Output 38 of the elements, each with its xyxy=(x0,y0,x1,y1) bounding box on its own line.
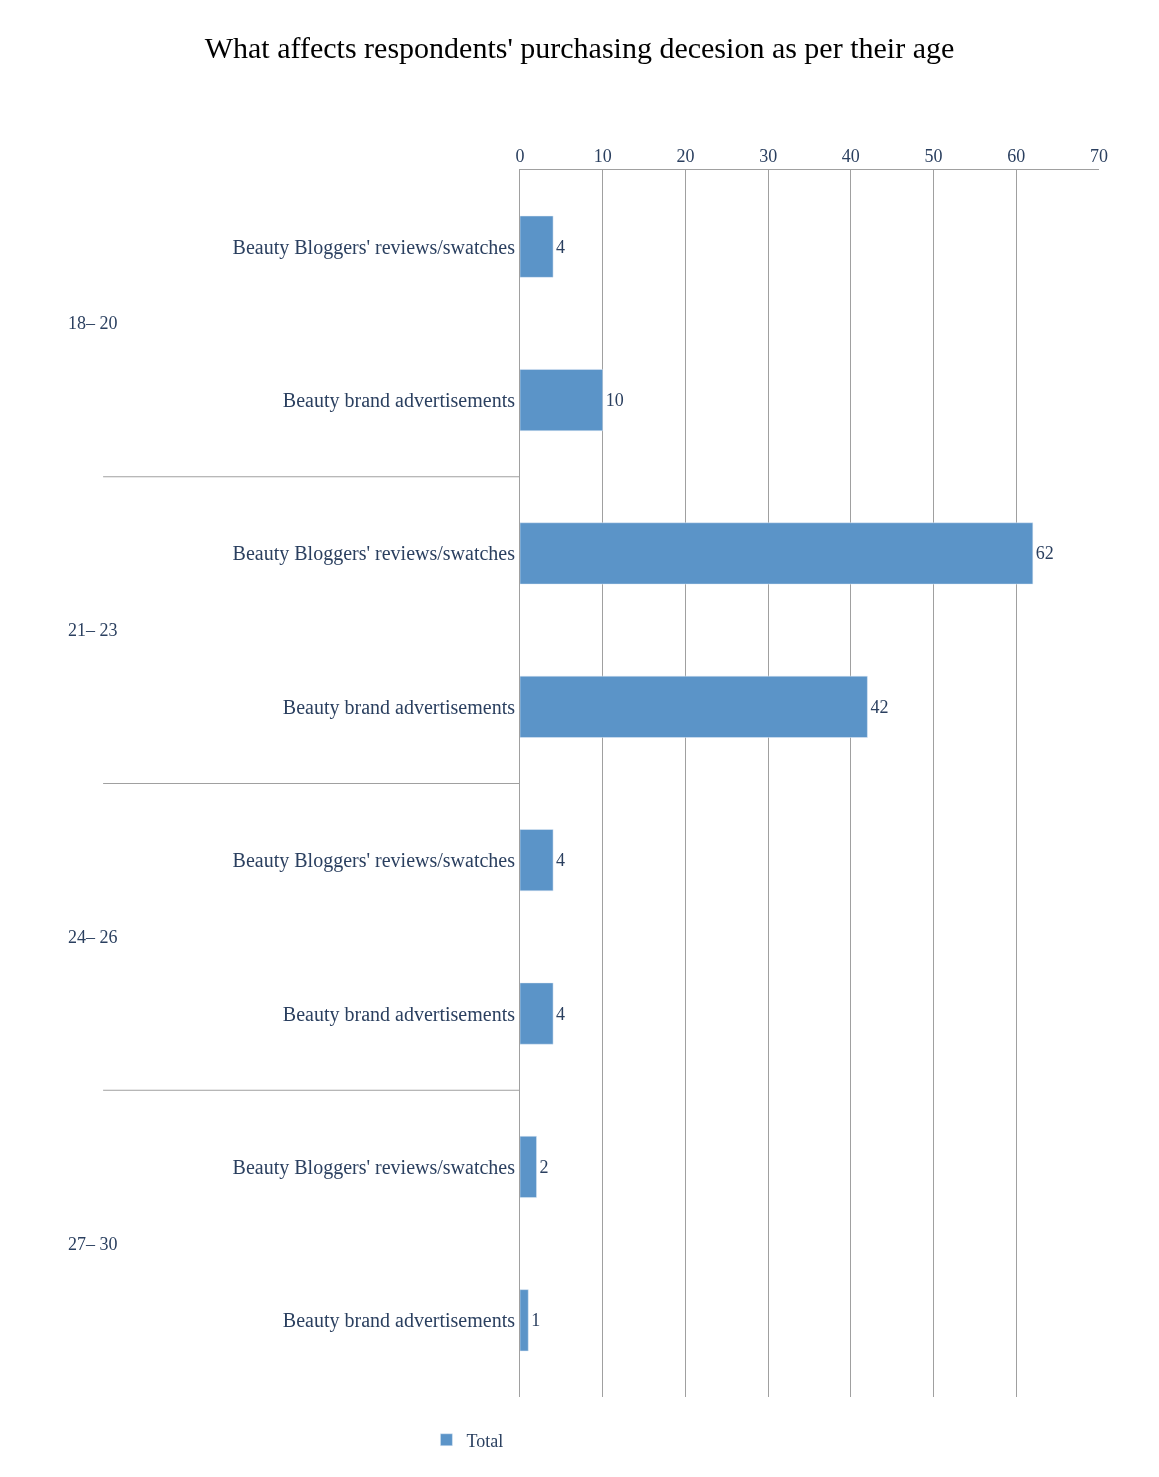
data-label: 4 xyxy=(556,1003,566,1024)
y-tick-label: Beauty brand advertisements xyxy=(282,695,516,719)
legend-label: Total xyxy=(466,1430,504,1451)
data-label: 4 xyxy=(556,236,566,257)
y-tick-label: Beauty Bloggers' reviews/swatches xyxy=(232,235,516,259)
data-label: 4 xyxy=(556,850,566,871)
x-tick-label: 30 xyxy=(759,145,778,166)
data-label: 42 xyxy=(870,696,889,717)
bar xyxy=(520,1136,537,1198)
chart-title: What affects respondents' purchasing decesion as per their age xyxy=(204,30,955,64)
y-tick-label: Beauty Bloggers' reviews/swatches xyxy=(232,849,516,873)
data-label: 2 xyxy=(539,1156,549,1177)
text: 24– 26 xyxy=(68,927,118,947)
x-tick-label: 0 xyxy=(515,145,525,166)
y-tick-label: Beauty brand advertisements xyxy=(282,389,516,413)
bar xyxy=(520,982,554,1045)
data-label: 10 xyxy=(605,390,624,411)
text: 18– 20 xyxy=(68,313,118,333)
x-tick-label: 50 xyxy=(924,145,943,166)
bar xyxy=(520,675,868,738)
bar xyxy=(520,369,603,431)
x-tick-label: 20 xyxy=(676,145,695,166)
data-label: 1 xyxy=(531,1310,541,1331)
y-tick-label: Beauty brand advertisements xyxy=(282,1002,516,1026)
bar xyxy=(520,522,1034,585)
x-tick-label: 60 xyxy=(1007,145,1026,166)
x-tick-label: 40 xyxy=(841,145,860,166)
bar xyxy=(520,215,554,278)
data-label: 62 xyxy=(1035,543,1054,564)
bar xyxy=(520,1289,529,1352)
text: 21– 23 xyxy=(68,620,118,640)
y-tick-label: Beauty Bloggers' reviews/swatches xyxy=(232,1155,516,1179)
y-tick-label: Beauty Bloggers' reviews/swatches xyxy=(232,542,516,566)
x-tick-label: 70 xyxy=(1090,145,1108,166)
bar xyxy=(520,829,554,892)
text: 27– 30 xyxy=(68,1234,118,1254)
x-tick-label: 10 xyxy=(593,145,612,166)
y-tick-label: Beauty brand advertisements xyxy=(282,1309,516,1333)
